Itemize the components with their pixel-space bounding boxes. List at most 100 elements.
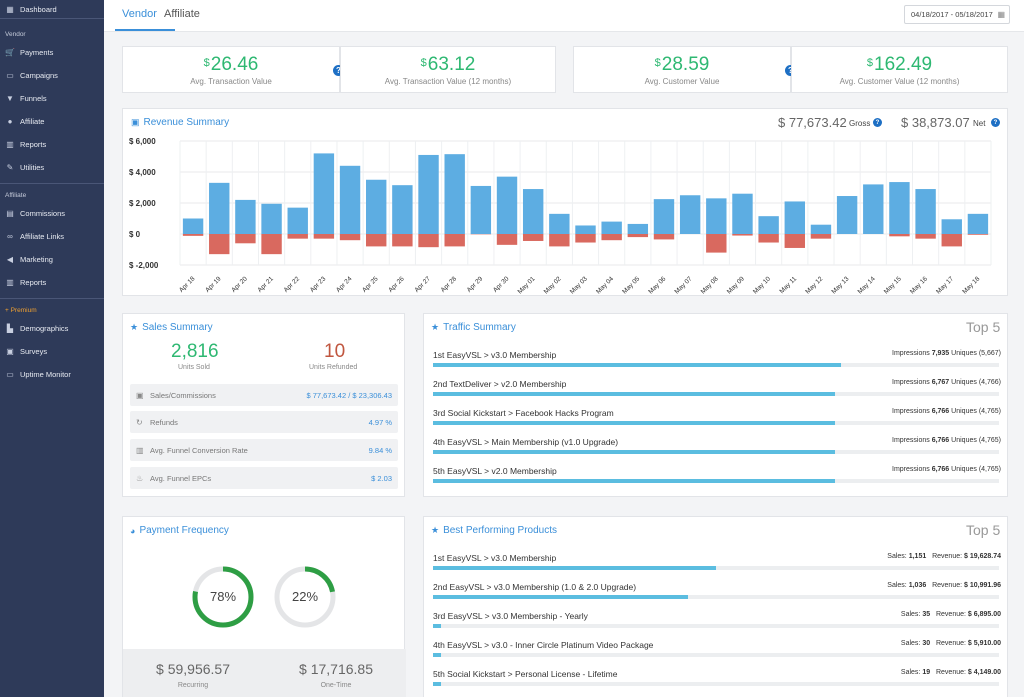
sidebar-section-affiliate: Affiliate xyxy=(5,191,27,199)
bar-refund xyxy=(915,234,936,239)
x-tick-label: Apr 25 xyxy=(361,275,380,294)
pie-chart-icon: ◕ xyxy=(130,525,136,536)
sidebar-item-campaigns[interactable]: ▭ Campaigns xyxy=(0,64,104,87)
uniques-label: Uniques xyxy=(951,437,977,444)
bar-gross xyxy=(601,221,622,234)
bar-refund xyxy=(732,234,753,236)
sidebar-item-label: Affiliate Links xyxy=(20,232,65,241)
x-tick-label: May 14 xyxy=(857,275,877,295)
product-row-stats: Sales: 1,151 Revenue: $ 19,628.74 xyxy=(887,553,1001,560)
chart-icon: ▥ xyxy=(136,445,144,455)
units-refunded-value: 10 xyxy=(324,341,346,362)
x-tick-label: May 12 xyxy=(804,275,824,295)
sidebar-item-label: Commissions xyxy=(20,209,66,218)
sidebar-item-marketing[interactable]: ◀ Marketing xyxy=(0,248,104,271)
bar-refund xyxy=(313,234,335,239)
bar-refund xyxy=(418,234,439,248)
tab-vendor[interactable]: Vendor xyxy=(122,8,157,20)
help-icon[interactable]: ? xyxy=(991,118,1000,127)
sales-commissions-row: ▣ Sales/Commissions $ 77,673.42 / $ 23,3… xyxy=(130,384,398,406)
sidebar-item-demographics[interactable]: ▙ Demographics xyxy=(0,317,104,340)
bar-refund xyxy=(261,234,282,255)
refresh-icon: ↻ xyxy=(136,417,143,427)
bar-gross xyxy=(679,195,701,234)
help-icon[interactable]: ? xyxy=(333,65,344,76)
x-tick-label: May 07 xyxy=(674,275,694,295)
reports-icon: ▥ xyxy=(6,278,14,287)
sidebar-section-premium: + Premium xyxy=(5,306,37,314)
product-row-stats: Sales: 19 Revenue: $ 4,149.00 xyxy=(901,669,1001,676)
sales-summary-title: ★ Sales Summary xyxy=(130,322,213,333)
bar-gross xyxy=(941,219,962,234)
link-icon: ∞ xyxy=(7,232,13,241)
traffic-row: 5th EasyVSL > v2.0 Membership Impressions… xyxy=(433,464,1001,492)
sidebar-item-commissions[interactable]: ▤ Commissions xyxy=(0,202,104,225)
revenue-label: Revenue: xyxy=(932,553,963,560)
product-row-name: 1st EasyVSL > v3.0 Membership xyxy=(433,553,557,563)
star-icon: ★ xyxy=(431,322,440,332)
x-tick-label: Apr 27 xyxy=(413,275,432,294)
bar-refund xyxy=(601,234,622,241)
progress-fill xyxy=(433,566,716,570)
sidebar-item-affiliate-reports[interactable]: ▥ Reports xyxy=(0,271,104,294)
gross-value: $ 77,673.42 xyxy=(778,115,847,130)
bar-gross xyxy=(470,185,492,234)
bar-gross xyxy=(627,223,649,234)
help-icon[interactable]: ? xyxy=(873,118,882,127)
sidebar-item-label: Surveys xyxy=(20,347,48,356)
bar-refund xyxy=(235,234,256,244)
bar-gross xyxy=(522,189,544,234)
recurring-percent: 78% xyxy=(209,589,237,604)
sidebar-item-label: Uptime Monitor xyxy=(20,370,71,379)
bar-refund xyxy=(287,234,308,239)
payment-donuts xyxy=(192,566,336,628)
row-label: Sales/Commissions xyxy=(150,390,216,400)
help-icon[interactable]: ? xyxy=(785,65,796,76)
bar-refund xyxy=(941,234,962,247)
sidebar-item-reports[interactable]: ▥ Reports xyxy=(0,133,104,156)
commissions-icon: ▤ xyxy=(6,209,14,218)
x-tick-label: May 16 xyxy=(909,275,929,295)
bar-refund xyxy=(889,234,910,237)
x-tick-label: May 06 xyxy=(647,275,667,295)
sidebar-item-funnels[interactable]: ▼ Funnels xyxy=(0,87,104,110)
uniques-label: Uniques xyxy=(951,466,977,473)
sidebar-item-utilities[interactable]: ✎ Utilities xyxy=(0,156,104,179)
bar-gross xyxy=(706,198,727,234)
net-value: $ 38,873.07 xyxy=(901,115,970,130)
currency-symbol: $ xyxy=(420,56,427,69)
sidebar-item-dashboard[interactable]: ▦ Dashboard xyxy=(0,0,104,18)
progress-fill xyxy=(433,624,442,628)
progress-fill xyxy=(433,450,835,454)
uniques-label: Uniques xyxy=(951,350,977,357)
uniques-value: (4,765) xyxy=(978,408,1001,415)
tab-affiliate[interactable]: Affiliate xyxy=(164,8,200,20)
onetime-value: $ 17,716.85 xyxy=(299,661,373,677)
sidebar-item-affiliate[interactable]: ● Affiliate xyxy=(0,110,104,133)
sidebar-item-surveys[interactable]: ▣ Surveys xyxy=(0,340,104,363)
progress-fill xyxy=(433,421,835,425)
x-tick-label: May 18 xyxy=(961,275,981,295)
refunds-row: ↻ Refunds 4.97 % xyxy=(130,411,398,433)
stat-value: $26.46 xyxy=(204,54,259,76)
sidebar-item-affiliate-links[interactable]: ∞ Affiliate Links xyxy=(0,225,104,248)
date-range-picker[interactable]: 04/18/2017 - 05/18/2017 ▦ xyxy=(904,5,1010,24)
bar-gross xyxy=(418,154,439,234)
currency-symbol: $ xyxy=(866,56,873,69)
sidebar-item-payments[interactable]: 🛒 Payments xyxy=(0,41,104,64)
sidebar-item-label: Campaigns xyxy=(20,71,58,80)
impressions-label: Impressions xyxy=(892,350,930,357)
sidebar-item-uptime-monitor[interactable]: ▭ Uptime Monitor xyxy=(0,363,104,386)
uniques-value: (5,667) xyxy=(978,350,1001,357)
bar-refund xyxy=(549,234,570,247)
x-tick-label: Apr 30 xyxy=(492,275,511,294)
bar-refund xyxy=(706,234,727,253)
sales-label: Sales: xyxy=(887,553,907,560)
uniques-value: (4,765) xyxy=(978,437,1001,444)
sidebar: ▦ Dashboard Vendor 🛒 Payments ▭ Campaign… xyxy=(0,0,104,697)
bar-gross xyxy=(967,213,989,234)
bar-gross xyxy=(836,196,858,234)
uniques-label: Uniques xyxy=(951,379,977,386)
x-tick-label: May 08 xyxy=(700,275,720,295)
star-icon: ★ xyxy=(130,322,139,332)
